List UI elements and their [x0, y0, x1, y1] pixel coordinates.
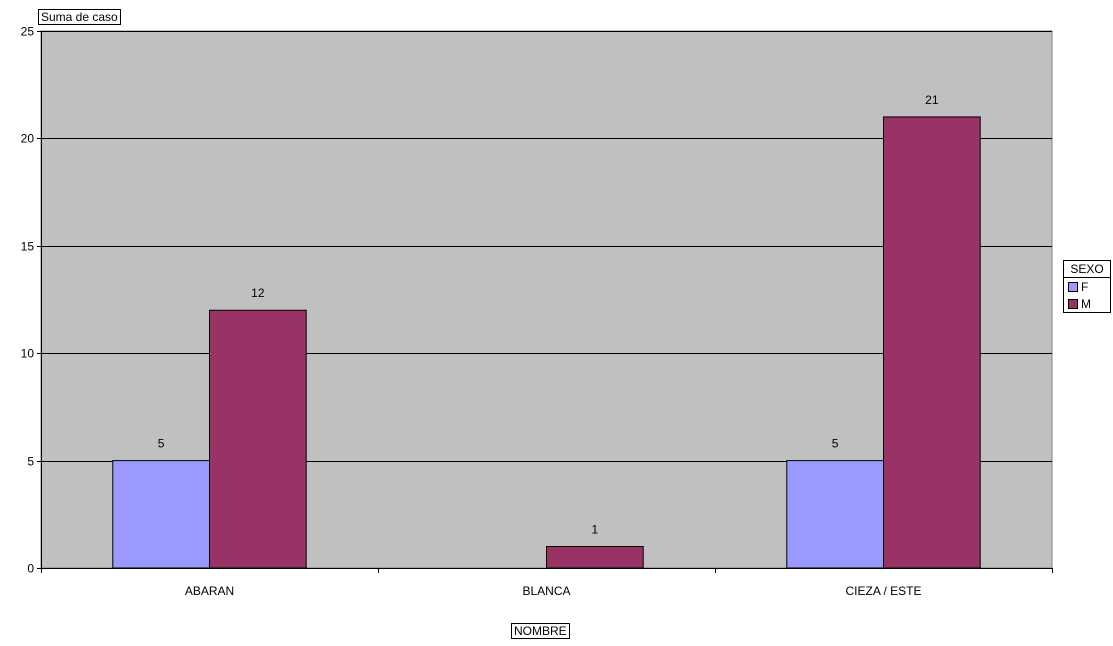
legend-item-m: M: [1064, 295, 1110, 312]
y-tick-label: 25: [21, 25, 35, 39]
bar-m: [883, 116, 981, 569]
data-label: 5: [158, 437, 165, 451]
y-tick-label: 10: [21, 347, 35, 361]
data-label: 1: [592, 523, 599, 537]
category-field-button[interactable]: NOMBRE: [511, 623, 570, 639]
value-field-button[interactable]: Suma de caso: [38, 9, 121, 25]
y-tick-label: 20: [21, 132, 35, 146]
bar-m: [546, 546, 644, 569]
data-label: 5: [832, 437, 839, 451]
y-tick-label: 5: [27, 455, 34, 469]
bar-m: [209, 309, 307, 569]
legend-item-f: F: [1064, 278, 1110, 295]
axes: [37, 31, 1053, 573]
legend-label-f: F: [1081, 279, 1089, 294]
labels: 0 5 10 15 20 25 ABARAN 5 12 BLANCA 1 CIEZA / ESTE 5 2…: [21, 25, 939, 599]
bar-f: [786, 460, 885, 569]
x-tick-label: CIEZA / ESTE: [845, 584, 921, 598]
legend-label-m: M: [1081, 296, 1091, 311]
legend-swatch-m: [1068, 298, 1078, 309]
bar-f: [112, 460, 210, 569]
x-tick-label: BLANCA: [522, 584, 570, 598]
legend-title[interactable]: SEXO: [1064, 261, 1110, 278]
legend: SEXO F M: [1063, 260, 1111, 313]
bars: [112, 116, 981, 569]
y-tick-label: 15: [21, 240, 35, 254]
x-tick-label: ABARAN: [185, 584, 234, 598]
data-label: 12: [251, 286, 265, 300]
data-label: 21: [925, 93, 939, 107]
legend-swatch-f: [1068, 281, 1078, 292]
y-tick-label: 0: [27, 562, 34, 576]
